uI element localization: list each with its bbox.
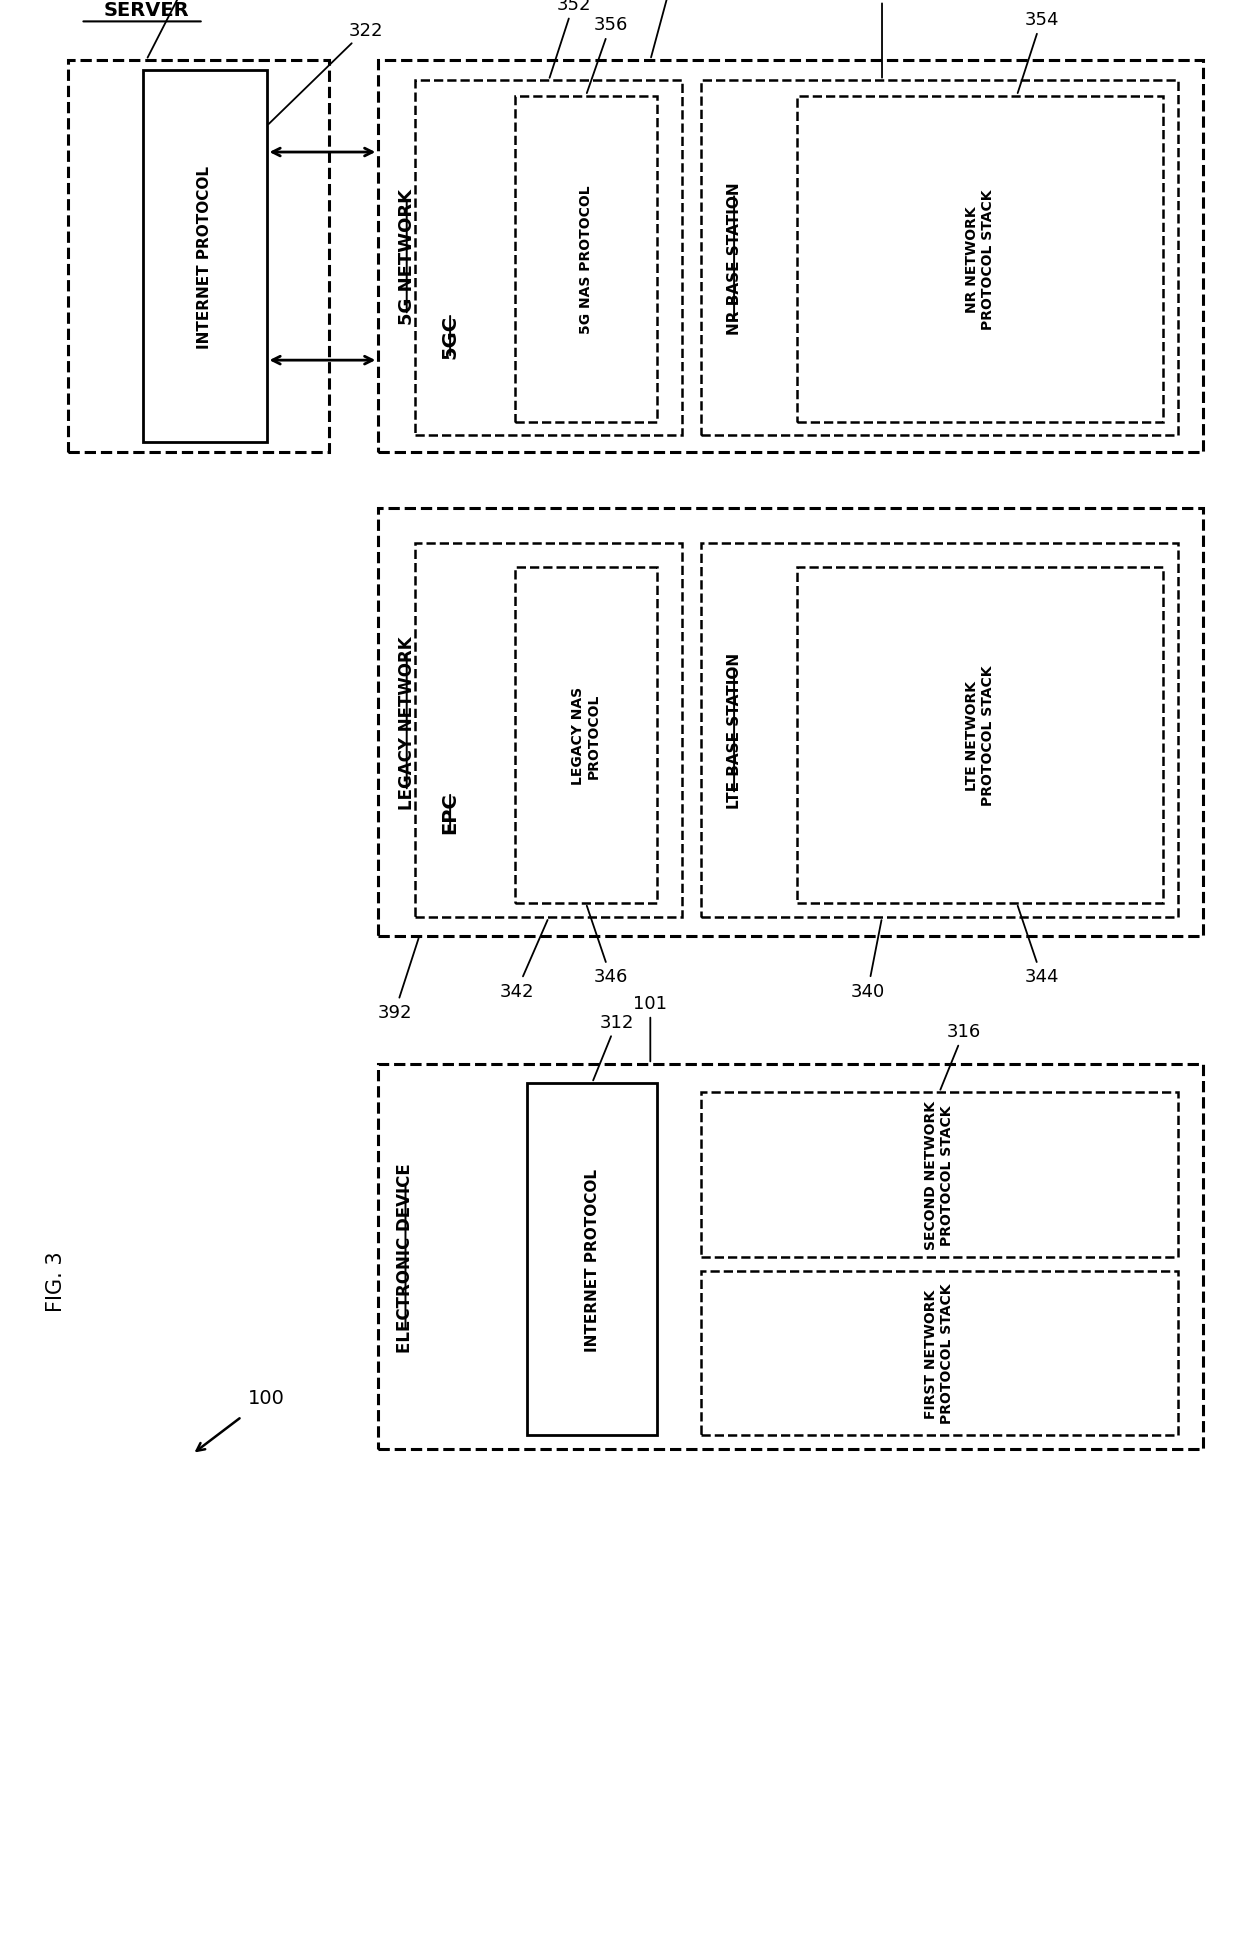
Bar: [515, 568, 657, 904]
Text: 100: 100: [248, 1389, 285, 1407]
Text: 316: 316: [940, 1024, 981, 1090]
Bar: [527, 1084, 657, 1436]
Text: EPC: EPC: [440, 793, 460, 834]
Bar: [701, 1092, 1178, 1256]
Text: LTE NETWORK
PROTOCOL STACK: LTE NETWORK PROTOCOL STACK: [965, 665, 996, 806]
Bar: [797, 96, 1163, 423]
Text: 350: 350: [864, 0, 899, 78]
Bar: [701, 1272, 1178, 1436]
Text: 344: 344: [1018, 906, 1059, 986]
Text: 5G NAS PROTOCOL: 5G NAS PROTOCOL: [579, 186, 593, 335]
Text: LEGACY NETWORK: LEGACY NETWORK: [398, 636, 415, 810]
Text: ELECTRONIC DEVICE: ELECTRONIC DEVICE: [397, 1162, 414, 1352]
Bar: [378, 509, 1203, 935]
Bar: [797, 568, 1163, 904]
Text: 346: 346: [587, 906, 627, 986]
Text: SERVER: SERVER: [103, 2, 190, 20]
Text: LTE BASE STATION: LTE BASE STATION: [727, 652, 742, 808]
Text: 394: 394: [651, 0, 692, 59]
Text: 354: 354: [1018, 12, 1059, 94]
Text: 340: 340: [851, 920, 885, 1000]
Text: 392: 392: [377, 939, 419, 1022]
Text: 108: 108: [148, 0, 202, 59]
Bar: [701, 544, 1178, 918]
Bar: [515, 96, 657, 423]
Text: SECOND NETWORK
PROTOCOL STACK: SECOND NETWORK PROTOCOL STACK: [924, 1100, 955, 1249]
Bar: [68, 61, 329, 452]
Text: 5GC: 5GC: [440, 315, 460, 358]
Text: 322: 322: [269, 22, 383, 125]
Text: LEGACY NAS
PROTOCOL: LEGACY NAS PROTOCOL: [570, 687, 601, 785]
Text: INTERNET PROTOCOL: INTERNET PROTOCOL: [584, 1168, 600, 1350]
Text: FIG. 3: FIG. 3: [46, 1251, 66, 1311]
Text: 352: 352: [549, 0, 590, 78]
Bar: [143, 70, 267, 442]
Text: 356: 356: [587, 16, 627, 94]
Bar: [378, 61, 1203, 452]
Text: 312: 312: [593, 1014, 634, 1080]
Text: NR NETWORK
PROTOCOL STACK: NR NETWORK PROTOCOL STACK: [965, 190, 996, 329]
Text: 342: 342: [500, 920, 548, 1000]
Bar: [701, 82, 1178, 436]
Text: NR BASE STATION: NR BASE STATION: [727, 182, 742, 335]
Text: FIRST NETWORK
PROTOCOL STACK: FIRST NETWORK PROTOCOL STACK: [924, 1284, 955, 1423]
Bar: [415, 82, 682, 436]
Text: 5G NETWORK: 5G NETWORK: [398, 190, 415, 325]
Bar: [378, 1065, 1203, 1450]
Bar: [415, 544, 682, 918]
Text: 101: 101: [634, 994, 667, 1063]
Text: INTERNET PROTOCOL: INTERNET PROTOCOL: [197, 166, 212, 348]
